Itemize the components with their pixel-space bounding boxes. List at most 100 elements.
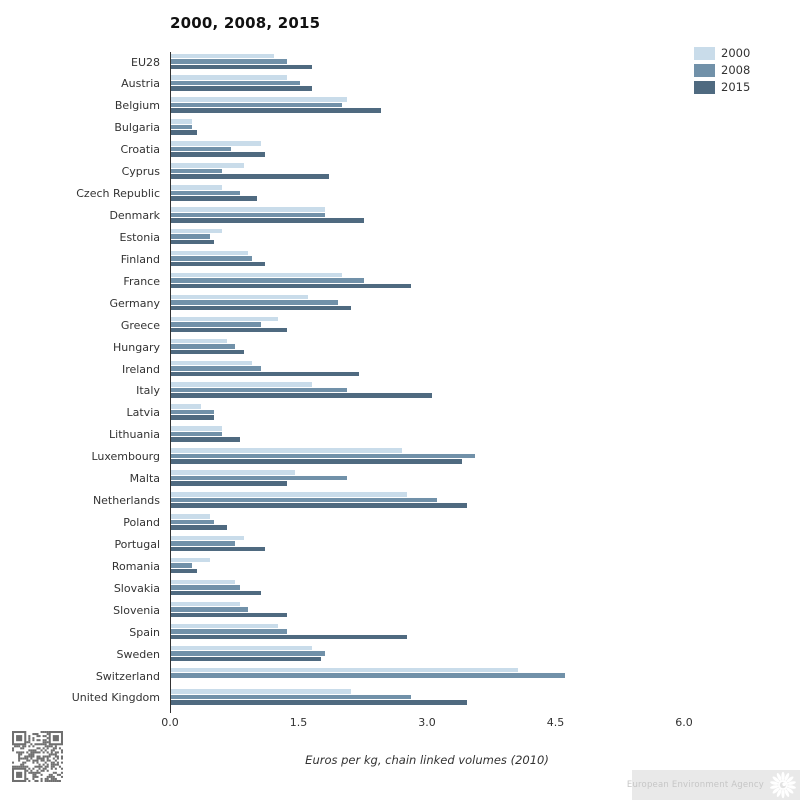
bar-portugal-2000 bbox=[171, 535, 244, 541]
category-label: Cyprus bbox=[121, 165, 160, 179]
x-tick-label: 1.5 bbox=[289, 716, 308, 729]
bar-romania-2008 bbox=[171, 563, 193, 568]
bar-hungary-2008 bbox=[171, 344, 236, 349]
bar-slovakia-2008 bbox=[171, 585, 240, 590]
category-label: Romania bbox=[111, 559, 160, 573]
bar-italy-2015 bbox=[171, 393, 433, 398]
category-label: Greece bbox=[120, 318, 160, 332]
bar-eu28-2008 bbox=[171, 59, 287, 64]
x-tick-label: 4.5 bbox=[546, 716, 565, 729]
legend-swatch-2015 bbox=[694, 81, 715, 94]
bar-lithuania-2015 bbox=[171, 437, 240, 442]
bar-sweden-2008 bbox=[171, 651, 326, 656]
bar-italy-2008 bbox=[171, 387, 347, 393]
bar-denmark-2000 bbox=[171, 207, 326, 212]
bar-lithuania-2000 bbox=[171, 426, 223, 431]
bar-poland-2000 bbox=[171, 514, 210, 519]
bar-france-2008 bbox=[171, 278, 364, 283]
bar-belgium-2015 bbox=[171, 108, 381, 113]
bar-croatia-2008 bbox=[171, 146, 231, 152]
bar-spain-2008 bbox=[171, 629, 287, 634]
bar-hungary-2015 bbox=[171, 349, 244, 355]
category-label: Lithuania bbox=[109, 428, 160, 442]
bar-luxembourg-2000 bbox=[171, 448, 403, 453]
bar-czech-republic-2008 bbox=[171, 190, 240, 196]
bar-portugal-2015 bbox=[171, 546, 266, 552]
x-axis-label: Euros per kg, chain linked volumes (2010… bbox=[305, 753, 549, 767]
bar-austria-2000 bbox=[171, 75, 287, 80]
legend-swatch-2008 bbox=[694, 64, 715, 77]
x-tick-label: 6.0 bbox=[675, 716, 693, 729]
category-label: Luxembourg bbox=[91, 450, 160, 464]
x-tick-label: 3.0 bbox=[418, 716, 436, 729]
category-label: Finland bbox=[120, 252, 160, 266]
bar-estonia-2008 bbox=[171, 234, 210, 239]
category-label: Ireland bbox=[121, 362, 160, 376]
bar-croatia-2000 bbox=[171, 141, 261, 146]
bar-germany-2000 bbox=[171, 294, 309, 300]
bar-czech-republic-2015 bbox=[171, 196, 257, 201]
bar-ireland-2000 bbox=[171, 360, 253, 366]
bar-netherlands-2000 bbox=[171, 492, 407, 497]
y-axis-line bbox=[170, 52, 171, 713]
bar-netherlands-2015 bbox=[171, 503, 467, 508]
bar-italy-2000 bbox=[171, 382, 313, 387]
category-label: Italy bbox=[136, 384, 160, 398]
bar-finland-2000 bbox=[171, 250, 249, 256]
category-label: Spain bbox=[129, 625, 160, 639]
bar-estonia-2000 bbox=[171, 228, 223, 234]
eea-sunburst-icon bbox=[770, 771, 796, 799]
bar-slovenia-2000 bbox=[171, 601, 240, 607]
bar-switzerland-2008 bbox=[171, 673, 566, 678]
bar-malta-2008 bbox=[171, 475, 347, 481]
bar-denmark-2015 bbox=[171, 218, 364, 223]
bar-denmark-2008 bbox=[171, 212, 326, 217]
category-label: Austria bbox=[121, 77, 160, 91]
category-label: Netherlands bbox=[92, 494, 160, 508]
bar-austria-2015 bbox=[171, 86, 313, 91]
category-label: Slovenia bbox=[113, 603, 160, 617]
bar-cyprus-2000 bbox=[171, 163, 244, 168]
bar-malta-2015 bbox=[171, 481, 287, 486]
bar-slovenia-2015 bbox=[171, 612, 287, 618]
bar-czech-republic-2000 bbox=[171, 185, 223, 190]
bar-greece-2015 bbox=[171, 327, 287, 333]
eea-footer: European Environment Agency bbox=[627, 770, 800, 800]
bar-poland-2008 bbox=[171, 519, 214, 525]
bar-bulgaria-2015 bbox=[171, 130, 197, 135]
bar-united-kingdom-2000 bbox=[171, 689, 351, 694]
bar-sweden-2000 bbox=[171, 645, 313, 651]
category-label: Hungary bbox=[113, 340, 160, 354]
bar-greece-2008 bbox=[171, 322, 261, 327]
bar-croatia-2015 bbox=[171, 152, 266, 157]
bar-lithuania-2008 bbox=[171, 431, 223, 437]
bar-luxembourg-2008 bbox=[171, 453, 476, 459]
bar-estonia-2015 bbox=[171, 239, 214, 245]
category-label: Malta bbox=[129, 472, 160, 486]
eea-agency-name: European Environment Agency bbox=[626, 780, 764, 790]
category-label: Estonia bbox=[119, 230, 161, 244]
bar-eu28-2000 bbox=[171, 53, 274, 58]
bar-latvia-2000 bbox=[171, 404, 201, 409]
bar-united-kingdom-2008 bbox=[171, 694, 411, 700]
qr-code-icon bbox=[12, 731, 63, 782]
category-label: Switzerland bbox=[95, 669, 160, 683]
bar-belgium-2000 bbox=[171, 97, 347, 102]
bar-hungary-2000 bbox=[171, 338, 227, 344]
category-label: Czech Republic bbox=[76, 187, 160, 201]
legend: 2000 2008 2015 bbox=[694, 47, 750, 98]
bar-germany-2008 bbox=[171, 300, 339, 305]
bar-ireland-2015 bbox=[171, 371, 360, 377]
bar-germany-2015 bbox=[171, 305, 351, 311]
legend-label: 2000 bbox=[721, 46, 751, 60]
bar-luxembourg-2015 bbox=[171, 459, 463, 464]
bar-spain-2015 bbox=[171, 634, 407, 640]
legend-label: 2015 bbox=[721, 80, 751, 94]
bar-sweden-2015 bbox=[171, 656, 321, 662]
bar-finland-2008 bbox=[171, 256, 253, 261]
bar-slovakia-2015 bbox=[171, 590, 261, 596]
category-label: Croatia bbox=[120, 143, 160, 157]
bar-romania-2015 bbox=[171, 568, 197, 574]
legend-item-2015: 2015 bbox=[694, 81, 750, 94]
